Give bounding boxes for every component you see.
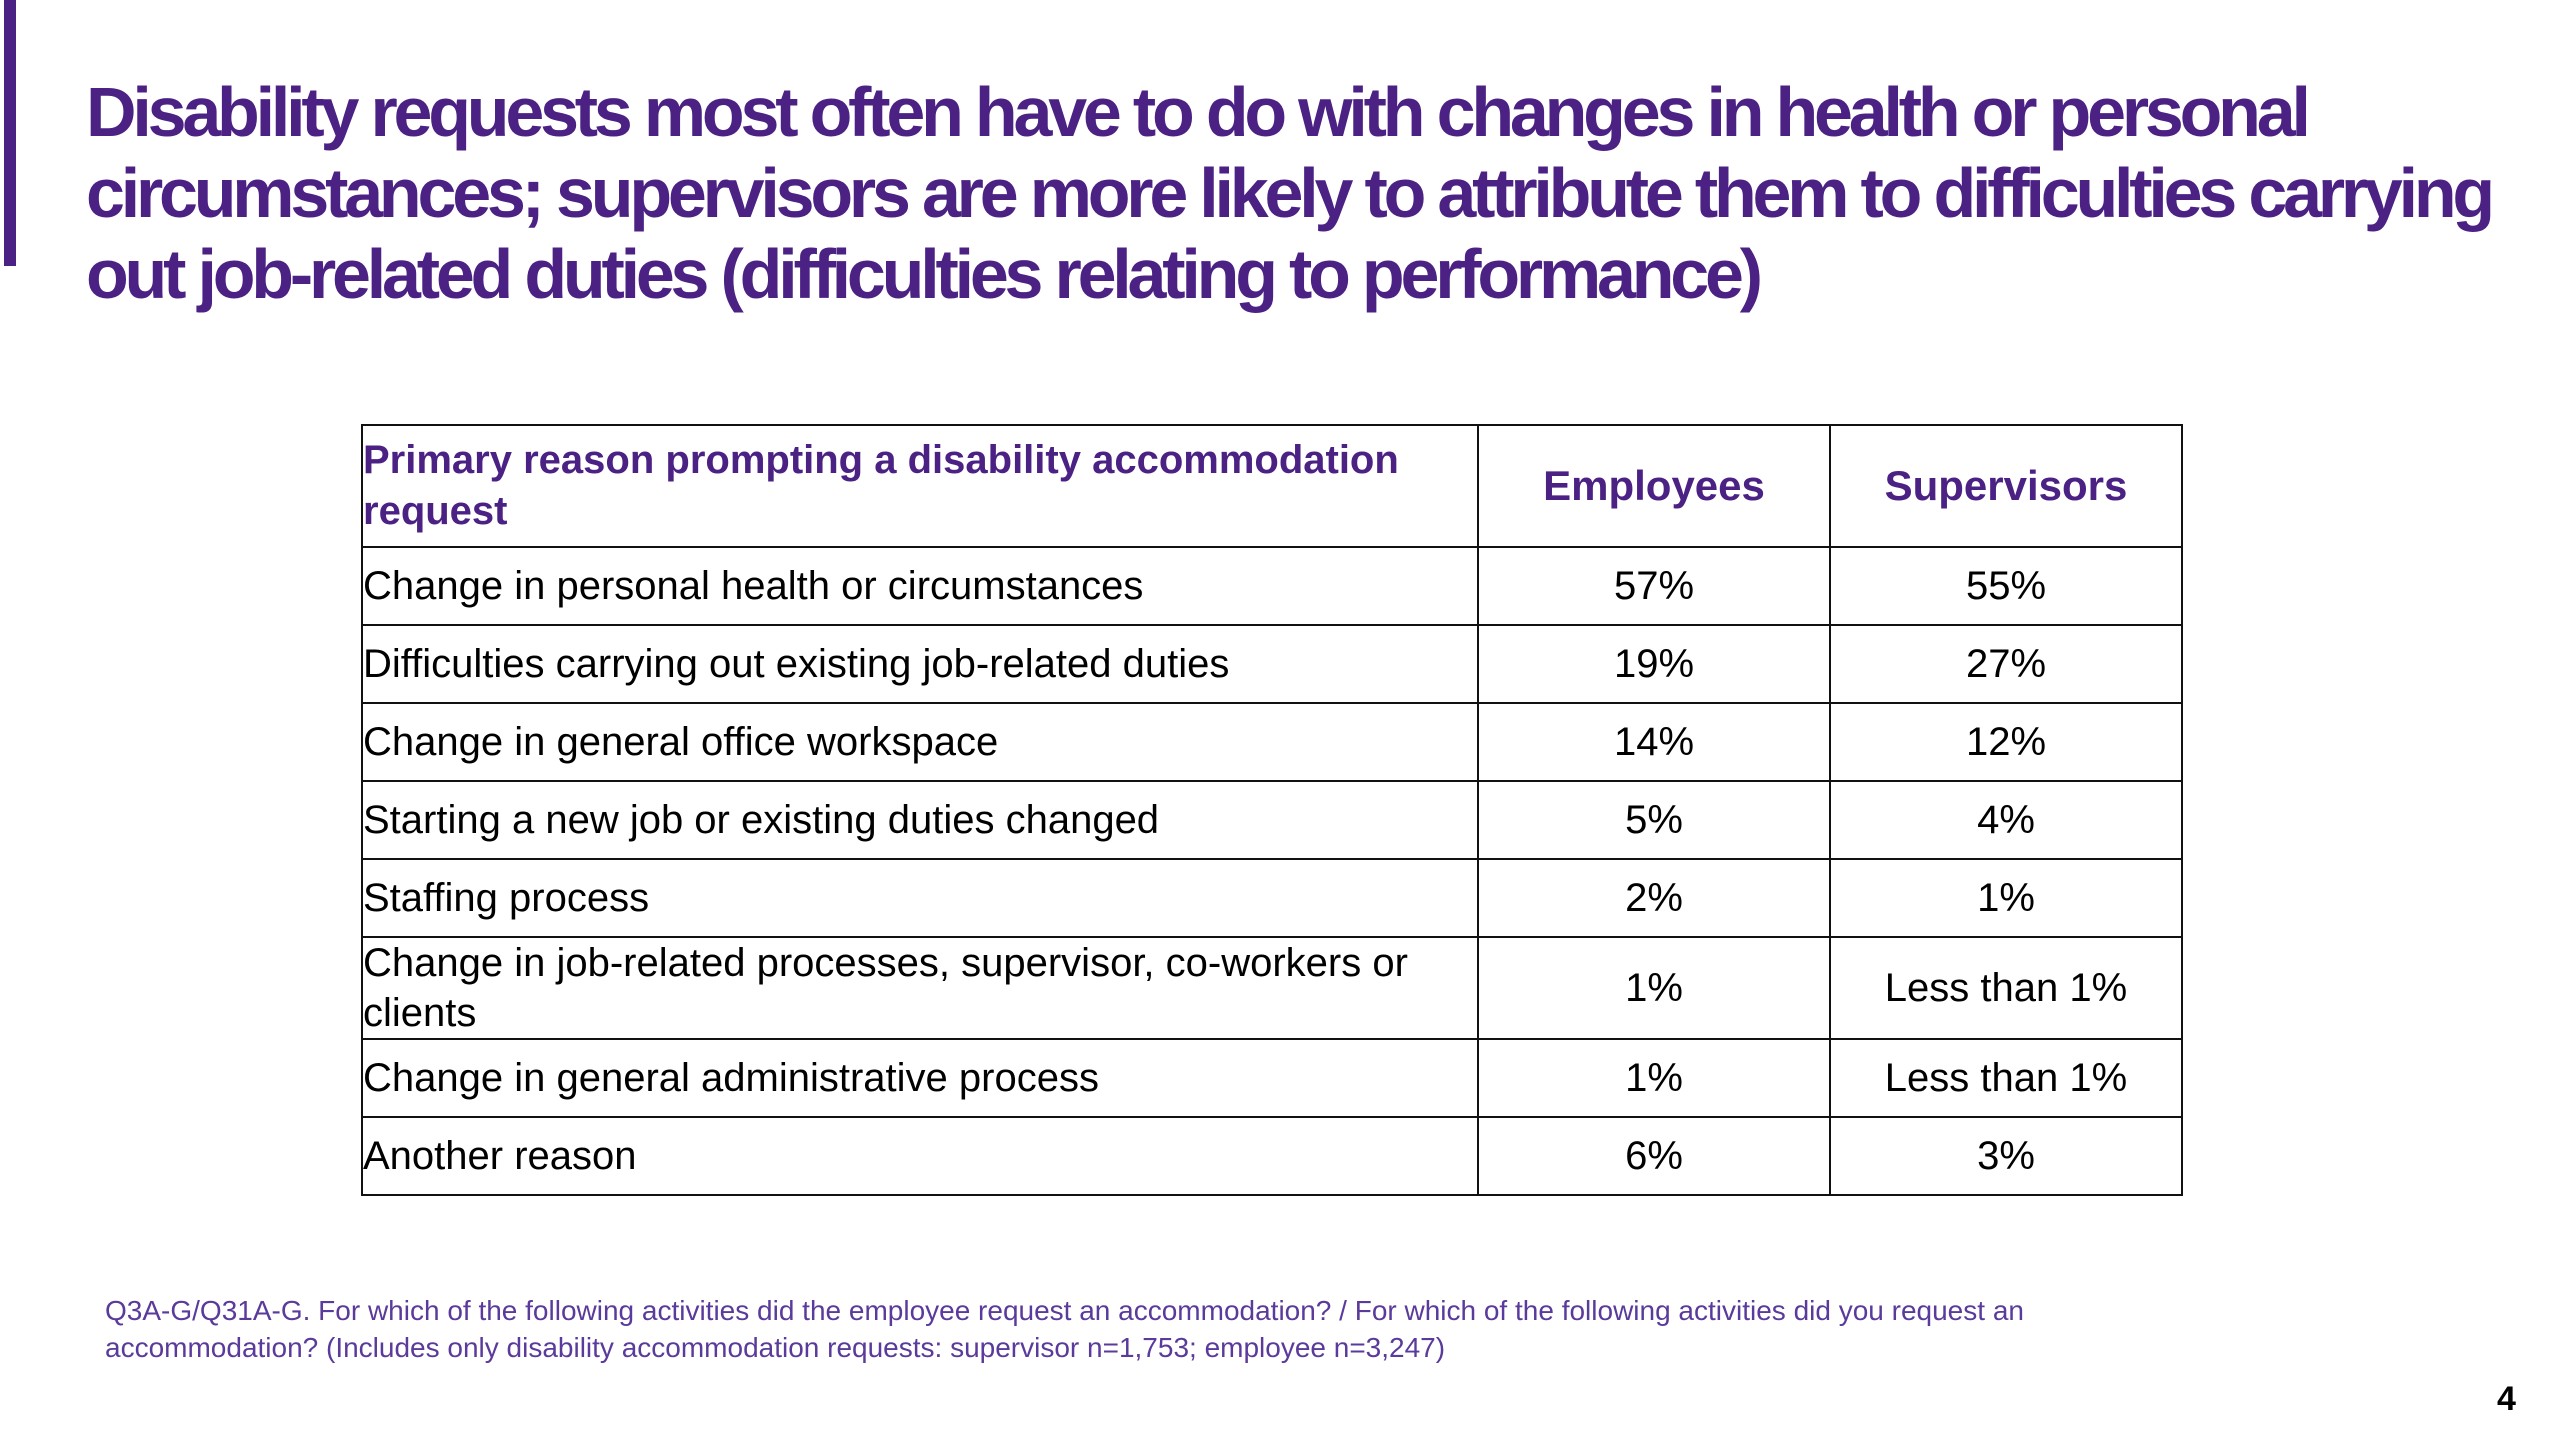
survey-footnote: Q3A-G/Q31A-G. For which of the following…: [105, 1295, 2024, 1363]
table-row: Staffing process 2% 1%: [361, 858, 2183, 938]
page-number: 4: [2497, 1380, 2516, 1418]
row-employees-value: 2%: [1477, 858, 1831, 938]
row-employees-value: 57%: [1477, 546, 1831, 626]
header-supervisors: Supervisors: [1829, 424, 2183, 548]
row-reason: Change in general administrative process: [361, 1038, 1479, 1118]
row-supervisors-value: 12%: [1829, 702, 2183, 782]
row-supervisors-value: Less than 1%: [1829, 1038, 2183, 1118]
row-reason: Staffing process: [361, 858, 1479, 938]
row-employees-value: 1%: [1477, 1038, 1831, 1118]
header-employees: Employees: [1477, 424, 1831, 548]
table-row: Change in general office workspace 14% 1…: [361, 702, 2183, 782]
row-supervisors-value: 27%: [1829, 624, 2183, 704]
table-row: Another reason 6% 3%: [361, 1116, 2183, 1196]
row-reason: Change in personal health or circumstanc…: [361, 546, 1479, 626]
row-employees-value: 1%: [1477, 936, 1831, 1040]
row-employees-value: 19%: [1477, 624, 1831, 704]
row-supervisors-value: Less than 1%: [1829, 936, 2183, 1040]
row-supervisors-value: 3%: [1829, 1116, 2183, 1196]
row-employees-value: 14%: [1477, 702, 1831, 782]
slide-title: Disability requests most often have to d…: [86, 73, 2495, 313]
table-header-row: Primary reason prompting a disability ac…: [361, 424, 2183, 548]
row-employees-value: 6%: [1477, 1116, 1831, 1196]
row-employees-value: 5%: [1477, 780, 1831, 860]
row-reason: Change in general office workspace: [361, 702, 1479, 782]
row-supervisors-value: 4%: [1829, 780, 2183, 860]
row-reason: Another reason: [361, 1116, 1479, 1196]
table-row: Difficulties carrying out existing job-r…: [361, 624, 2183, 704]
reasons-table: Primary reason prompting a disability ac…: [361, 424, 2183, 1196]
row-supervisors-value: 55%: [1829, 546, 2183, 626]
table-row: Change in job-related processes, supervi…: [361, 936, 2183, 1040]
table-row: Change in general administrative process…: [361, 1038, 2183, 1118]
table-row: Change in personal health or circumstanc…: [361, 546, 2183, 626]
row-reason: Change in job-related processes, supervi…: [361, 936, 1479, 1040]
header-reason: Primary reason prompting a disability ac…: [361, 424, 1479, 548]
table-row: Starting a new job or existing duties ch…: [361, 780, 2183, 860]
title-accent-bar: [4, 0, 16, 266]
row-supervisors-value: 1%: [1829, 858, 2183, 938]
row-reason: Starting a new job or existing duties ch…: [361, 780, 1479, 860]
row-reason: Difficulties carrying out existing job-r…: [361, 624, 1479, 704]
